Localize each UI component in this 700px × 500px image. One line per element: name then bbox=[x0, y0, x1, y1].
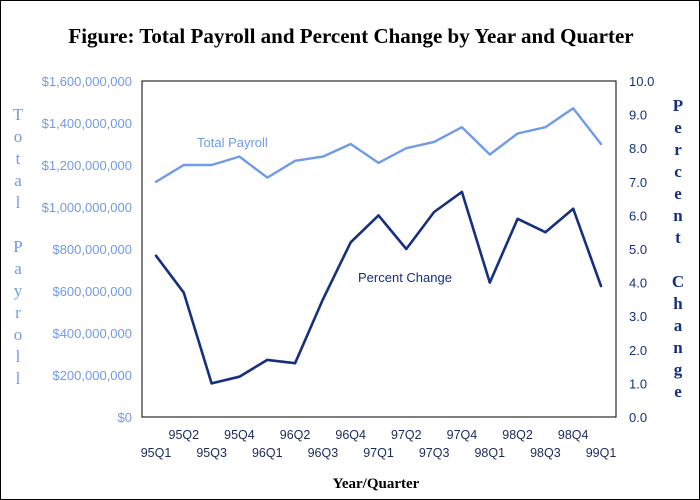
plot-area bbox=[141, 80, 617, 418]
axis-label-letter: l bbox=[16, 193, 21, 212]
x-tick-label: 96Q4 bbox=[335, 428, 366, 442]
x-tick-label: 97Q4 bbox=[447, 428, 478, 442]
axis-label-letter: r bbox=[674, 140, 682, 159]
right-tick-label: 8.0 bbox=[629, 141, 647, 156]
axis-label-letter: r bbox=[15, 303, 21, 322]
x-tick-label: 96Q1 bbox=[252, 446, 283, 460]
right-axis-ticks: 0.0 1.0 2.0 3.0 4.0 5.0 6.0 7.0 8.0 9.0 10.0 bbox=[629, 74, 654, 425]
axis-label-letter: a bbox=[14, 259, 22, 278]
x-tick-label: 98Q1 bbox=[474, 446, 505, 460]
right-tick-label: 10.0 bbox=[629, 74, 654, 89]
axis-label-letter: y bbox=[14, 281, 23, 300]
left-tick-label: $600,000,000 bbox=[52, 284, 132, 299]
x-tick-label: 97Q1 bbox=[363, 446, 394, 460]
series-label-percent-change: Percent Change bbox=[358, 270, 452, 285]
axis-label-letter: g bbox=[674, 360, 683, 379]
axis-label-letter: P bbox=[13, 237, 22, 256]
x-tick-label: 95Q4 bbox=[224, 428, 255, 442]
x-tick-label: 98Q2 bbox=[502, 428, 533, 442]
axis-label-letter: e bbox=[674, 118, 682, 137]
axis-label-letter: a bbox=[674, 316, 683, 335]
axis-label-letter: a bbox=[14, 171, 22, 190]
x-axis-ticks: 95Q1 95Q2 95Q3 95Q4 96Q1 96Q2 96Q3 96Q4 97Q1 97Q2… bbox=[141, 428, 617, 460]
x-tick-label: 97Q3 bbox=[419, 446, 450, 460]
x-tick-label: 95Q2 bbox=[169, 428, 200, 442]
axis-label-letter: c bbox=[674, 162, 682, 181]
x-tick-label: 99Q1 bbox=[586, 446, 617, 460]
x-tick-label: 98Q3 bbox=[530, 446, 561, 460]
axis-label-letter: e bbox=[674, 382, 682, 401]
axis-label-letter: C bbox=[672, 272, 684, 291]
left-tick-label: $200,000,000 bbox=[52, 368, 132, 383]
right-tick-label: 6.0 bbox=[629, 208, 647, 223]
axis-label-letter: e bbox=[674, 184, 682, 203]
left-tick-label: $1,200,000,000 bbox=[42, 158, 132, 173]
axis-label-letter: n bbox=[673, 206, 683, 225]
right-tick-label: 3.0 bbox=[629, 309, 647, 324]
axis-label-letter: o bbox=[14, 325, 23, 344]
axis-label-letter: l bbox=[16, 347, 21, 366]
left-tick-label: $800,000,000 bbox=[52, 242, 132, 257]
axis-label-letter: n bbox=[673, 338, 683, 357]
left-tick-label: $1,600,000,000 bbox=[42, 74, 132, 89]
left-tick-label: $0 bbox=[118, 410, 132, 425]
axis-label-letter: l bbox=[16, 369, 21, 388]
x-tick-label: 95Q3 bbox=[196, 446, 227, 460]
left-axis-ticks: $0 $200,000,000 $400,000,000 $600,000,000 $8… bbox=[42, 74, 132, 425]
axis-label-letter: t bbox=[16, 149, 21, 168]
right-tick-label: 0.0 bbox=[629, 410, 647, 425]
left-tick-label: $1,400,000,000 bbox=[42, 116, 132, 131]
axis-label-letter: h bbox=[673, 294, 683, 313]
left-tick-label: $1,000,000,000 bbox=[42, 200, 132, 215]
x-axis-title: Year/Quarter bbox=[333, 476, 420, 492]
chart-title: Figure: Total Payroll and Percent Change… bbox=[68, 24, 633, 48]
right-tick-label: 9.0 bbox=[629, 108, 647, 123]
x-tick-label: 96Q3 bbox=[308, 446, 339, 460]
x-tick-label: 95Q1 bbox=[141, 446, 172, 460]
x-tick-label: 98Q4 bbox=[558, 428, 589, 442]
x-tick-label: 97Q2 bbox=[391, 428, 422, 442]
axis-label-letter: t bbox=[675, 228, 681, 247]
right-tick-label: 4.0 bbox=[629, 276, 647, 291]
series-label-total-payroll: Total Payroll bbox=[197, 135, 268, 150]
axis-label-letter: P bbox=[673, 96, 683, 115]
left-tick-label: $400,000,000 bbox=[52, 326, 132, 341]
axis-label-letter: o bbox=[14, 127, 23, 146]
right-tick-label: 5.0 bbox=[629, 242, 647, 257]
x-tick-label: 96Q2 bbox=[280, 428, 311, 442]
series-line-percent-change bbox=[154, 190, 603, 385]
right-tick-label: 7.0 bbox=[629, 175, 647, 190]
right-tick-label: 1.0 bbox=[629, 376, 647, 391]
series-layer bbox=[154, 107, 603, 385]
axis-label-letter: T bbox=[13, 105, 24, 124]
right-tick-label: 2.0 bbox=[629, 343, 647, 358]
